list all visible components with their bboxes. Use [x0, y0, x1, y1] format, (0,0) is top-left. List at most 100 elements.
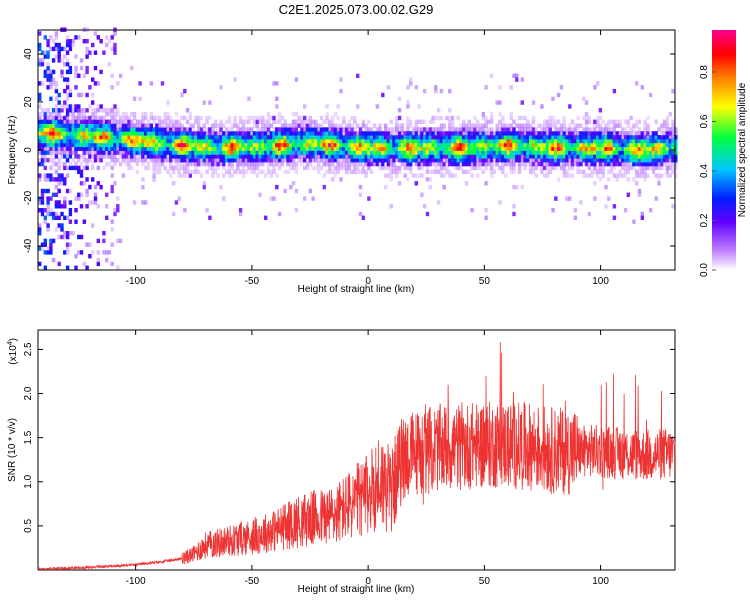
spectrogram-cell [85, 46, 89, 52]
spectrogram-cell [197, 154, 201, 159]
spectrogram-cell [272, 158, 276, 163]
spectrogram-cell [54, 31, 59, 36]
spectrogram-cell [434, 161, 438, 167]
spectrogram-cell [224, 135, 229, 140]
spectrogram-cell [523, 127, 527, 132]
spectrogram-cell [205, 208, 209, 213]
spectrogram-cell [40, 62, 45, 67]
spectrogram-cell [400, 127, 405, 132]
spectrogram-cell [596, 165, 600, 171]
spectrogram-cell [202, 100, 206, 105]
spectrogram-cell [358, 135, 363, 140]
spectrogram-cell [149, 158, 153, 163]
spectrogram-cell [149, 142, 153, 148]
spectrogram-cell [166, 150, 170, 155]
spectrogram-cell [160, 123, 165, 128]
spectrogram-cell [280, 135, 285, 140]
spectrogram-cell [347, 169, 352, 174]
spectrogram-cell [515, 142, 519, 148]
spectrogram-cell [662, 131, 667, 136]
spectrogram-cell [587, 165, 591, 171]
spectrogram-cell [71, 146, 75, 151]
spectrogram-cell [266, 142, 271, 148]
spectrogram-cell [657, 161, 661, 167]
spectrogram-cell [322, 146, 326, 151]
spectrogram-cell [665, 115, 670, 121]
x-tick-label: 100 [592, 276, 609, 287]
spectrogram-cell [487, 131, 491, 136]
spectrogram-cell [211, 135, 215, 140]
spectrogram-cell [183, 142, 187, 148]
spectrogram-cell [626, 150, 630, 155]
spectrogram-cell [319, 154, 324, 159]
spectrogram-cell [509, 150, 513, 155]
spectrogram-cell [434, 142, 438, 148]
spectrogram-cell [46, 54, 50, 59]
spectrogram-cell [534, 154, 538, 159]
spectrogram-cell [442, 142, 446, 148]
spectrogram-cell [177, 165, 181, 171]
spectrogram-cell [568, 135, 572, 140]
spectrogram-cell [317, 169, 321, 174]
spectrogram-cell [570, 138, 575, 144]
spectrogram-cell [573, 131, 577, 136]
spectrogram-cell [46, 42, 50, 48]
spectrogram-cell [180, 165, 184, 171]
spectrogram-cell [562, 161, 566, 167]
spectrogram-cell [397, 169, 402, 174]
spectrogram-cell [556, 138, 561, 144]
spectrogram-cell [118, 127, 123, 132]
spectrogram-cell [356, 161, 360, 167]
spectrogram-cell [294, 135, 299, 140]
spectrogram-cell [612, 173, 617, 178]
spectrogram-cell [91, 154, 95, 159]
spectrogram-cell [127, 138, 131, 144]
spectrogram-cell [609, 119, 614, 124]
spectrogram-cell [570, 135, 575, 140]
spectrogram-cell [213, 127, 218, 132]
spectrogram-cell [277, 112, 282, 117]
spectrogram-cell [191, 161, 195, 167]
spectrogram-cell [543, 154, 547, 159]
spectrogram-cell [40, 112, 45, 117]
spectrogram-cell [381, 138, 385, 144]
spectrogram-cell [436, 131, 441, 136]
spectrogram-cell [484, 119, 488, 124]
spectrogram-cell [43, 219, 47, 224]
spectrogram-cell [183, 154, 187, 159]
spectrogram-cell [568, 104, 572, 109]
spectrogram-cell [155, 115, 159, 121]
spectrogram-cell [68, 242, 73, 247]
spectrogram-cell [462, 138, 466, 144]
spectrogram-cell [305, 154, 310, 159]
spectrogram-cell [356, 165, 360, 171]
spectrogram-cell [57, 92, 61, 98]
spectrogram-cell [353, 131, 357, 136]
spectrogram-cell [54, 119, 59, 124]
spectrogram-cell [551, 119, 555, 124]
spectrogram-cell [450, 142, 455, 148]
spectrogram-cell [300, 150, 304, 155]
spectrogram-cell [436, 169, 441, 174]
spectrogram-cell [520, 138, 524, 144]
spectrogram-cell [82, 261, 86, 267]
spectrogram-cell [60, 227, 64, 232]
spectrogram-cell [342, 154, 346, 159]
spectrogram-cell [171, 127, 176, 132]
spectrogram-cell [57, 46, 61, 52]
spectrogram-cell [545, 142, 550, 148]
spectrogram-cell [241, 138, 246, 144]
spectrogram-cell [266, 169, 271, 174]
spectrogram-cell [46, 250, 50, 255]
spectrogram-cell [423, 138, 427, 144]
spectrogram-cell [526, 138, 530, 144]
spectrogram-cell [79, 154, 84, 159]
spectrogram-cell [252, 158, 257, 163]
spectrogram-cell [43, 73, 47, 78]
spectrogram-cell [537, 131, 541, 136]
spectrogram-cell [169, 146, 173, 151]
spectrogram-cell [252, 142, 257, 148]
spectrogram-cell [68, 138, 73, 144]
spectrogram-cell [643, 119, 647, 124]
